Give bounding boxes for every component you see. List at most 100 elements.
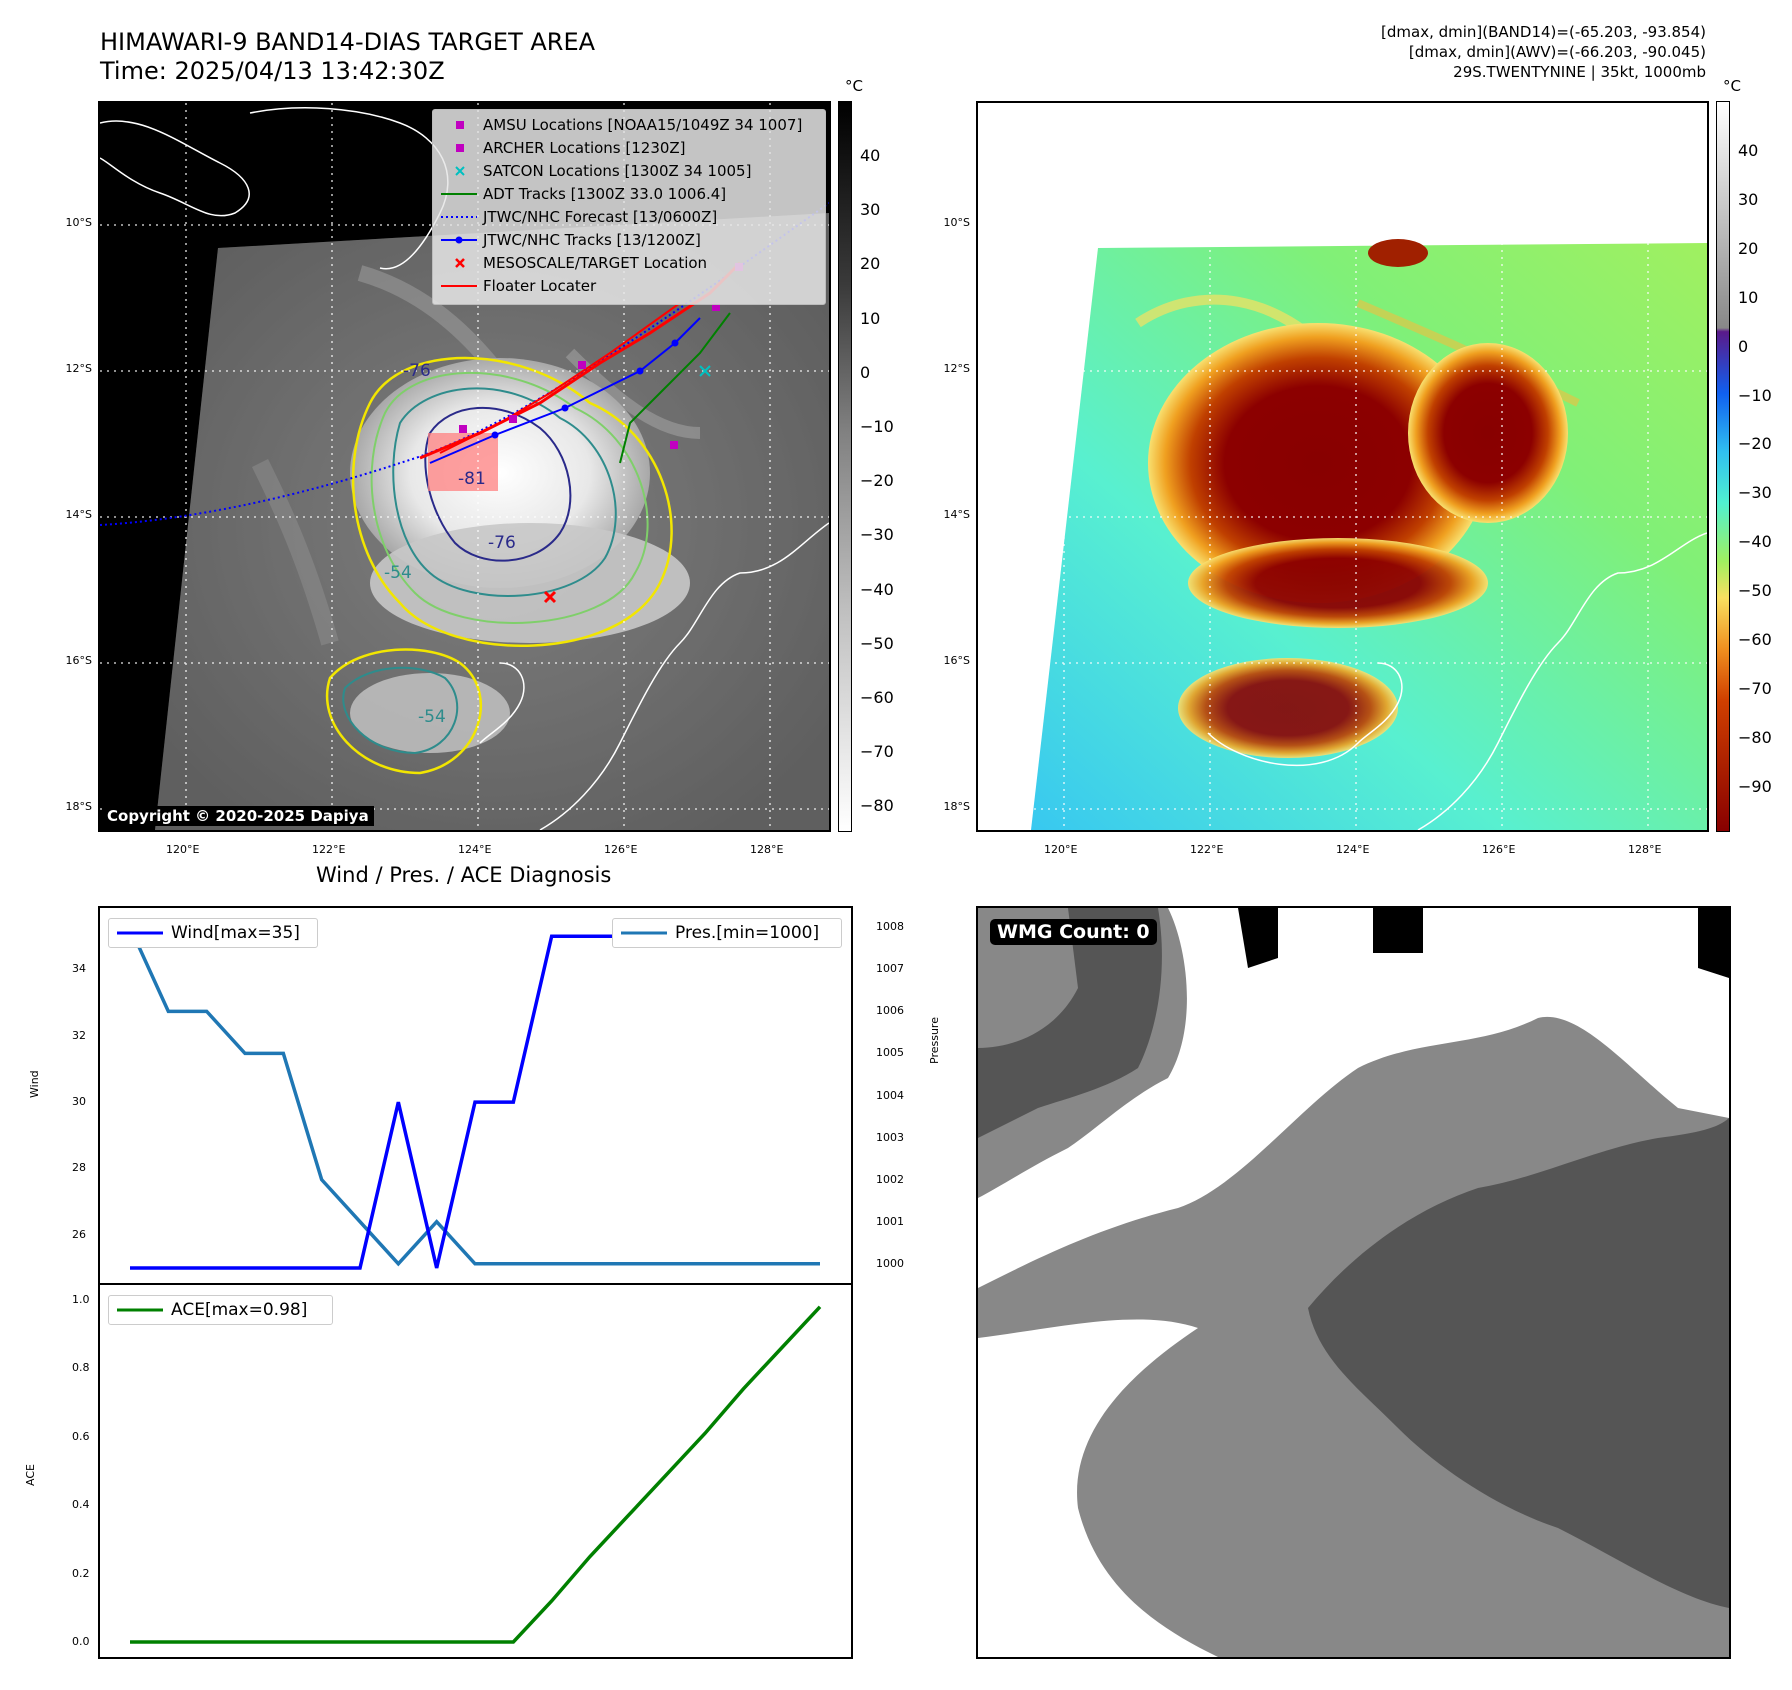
map-legend: AMSU Locations [NOAA15/1049Z 34 1007] AR…	[432, 109, 826, 305]
lon-label-122e-r: 122°E	[1190, 843, 1224, 856]
lat-label-10s: 10°S	[65, 216, 92, 229]
legend-wind: Wind[max=35]	[108, 918, 318, 948]
colorbar_left-tick: −60	[860, 688, 894, 707]
pres-tick: 1000	[876, 1256, 904, 1270]
colorbar_right-tick: −10	[1738, 385, 1772, 405]
colorbar_left-tick: 40	[860, 146, 881, 165]
legend-jtwc-tracks: JTWC/NHC Tracks [13/1200Z]	[433, 229, 825, 251]
awv-map	[976, 101, 1709, 832]
legend-adt: ADT Tracks [1300Z 33.0 1006.4]	[441, 185, 727, 203]
colorbar_left-tick: −70	[860, 742, 894, 762]
ace-tick: 0.0	[72, 1635, 90, 1648]
contour-label-5: -54	[418, 707, 446, 727]
legend-satcon: SATCON Locations [1300Z 34 1005]	[433, 160, 825, 182]
wind-ylabel: Wind	[28, 1070, 41, 1098]
diagnosis-title: Wind / Pres. / ACE Diagnosis	[316, 863, 612, 887]
pres-tick: 1004	[876, 1088, 904, 1102]
ace-tick: 0.6	[72, 1429, 90, 1443]
awv-range: [dmax, dmin](AWV)=(-66.203, -90.045)	[1408, 43, 1706, 61]
lon-label-124e: 124°E	[458, 843, 492, 856]
ace-tick: 0.2	[72, 1566, 90, 1580]
wind-line	[130, 934, 820, 1270]
ir-map-image	[100, 103, 829, 830]
ace-tick: 1.0	[72, 1293, 90, 1306]
colorbar_right-tick: 40	[1738, 141, 1759, 160]
colorbar-left-unit: °C	[845, 77, 863, 95]
colorbar_right-tick: −70	[1738, 678, 1772, 698]
ir-map: -76 -81 -76 -54 -54 AMSU Locations [NOAA…	[98, 101, 831, 832]
lat-label-18s-r: 18°S	[943, 800, 970, 813]
colorbar_right-tick: −30	[1738, 483, 1772, 503]
wmg-image	[978, 908, 1729, 1657]
lat-label-12s-r: 12°S	[943, 362, 970, 375]
lon-label-120e-r: 120°E	[1044, 843, 1078, 856]
colorbar-right	[1716, 101, 1730, 832]
legend-floater: Floater Locater	[441, 277, 597, 295]
colorbar_left-tick: −10	[860, 417, 894, 436]
pres-ylabel: Pressure	[928, 1017, 941, 1064]
pres-tick: 1007	[876, 962, 904, 976]
legend-pres: Pres.[min=1000]	[612, 918, 842, 948]
colorbar_right-tick: −40	[1738, 532, 1772, 552]
wmg-count-label: WMG Count: 0	[990, 919, 1157, 945]
wind-tick: 26	[72, 1227, 86, 1241]
colorbar_left-tick: 10	[860, 308, 881, 328]
lon-label-120e: 120°E	[166, 843, 200, 856]
colorbar_left-tick: 20	[860, 254, 881, 274]
colorbar_right-tick: −90	[1738, 776, 1772, 796]
lon-label-128e: 128°E	[750, 843, 784, 856]
lat-label-12s: 12°S	[65, 362, 92, 375]
copyright-label: Copyright © 2020-2025 Dapiya	[102, 806, 374, 826]
legend-archer: ARCHER Locations [1230Z]	[433, 137, 825, 159]
wind-pres-plot: Wind[max=35] Pres.[min=1000]	[98, 906, 853, 1285]
pressure-line	[128, 926, 820, 1267]
colorbar_right-tick: −80	[1738, 727, 1772, 747]
colorbar_right-tick: 0	[1738, 336, 1749, 356]
lat-label-16s-r: 16°S	[943, 654, 970, 667]
wind-tick: 32	[72, 1028, 86, 1042]
chart-time: Time: 2025/04/13 13:42:30Z	[100, 57, 445, 85]
legend-jtwc-forecast: JTWC/NHC Forecast [13/0600Z]	[441, 208, 718, 226]
lon-label-124e-r: 124°E	[1336, 843, 1370, 856]
wind-tick: 30	[72, 1095, 86, 1109]
lat-label-10s-r: 10°S	[943, 216, 970, 229]
lat-label-14s: 14°S	[65, 508, 92, 521]
contour-label-3: -76	[488, 533, 516, 553]
legend-amsu: AMSU Locations [NOAA15/1049Z 34 1007]	[433, 114, 825, 136]
colorbar_right-tick: −60	[1738, 630, 1772, 649]
colorbar_left-tick: −50	[860, 633, 894, 653]
lat-label-14s-r: 14°S	[943, 508, 970, 521]
colorbar_left-tick: 0	[860, 362, 871, 382]
ace-line	[130, 1305, 822, 1644]
colorbar_left-tick: −30	[860, 525, 894, 545]
colorbar_left-tick: −20	[860, 471, 894, 491]
wmg-panel: WMG Count: 0	[976, 906, 1731, 1659]
target-area-box	[428, 433, 498, 491]
wind-tick: 34	[72, 962, 86, 976]
lon-label-126e: 126°E	[604, 843, 638, 856]
contour-label-1: -76	[403, 361, 431, 381]
colorbar-left	[838, 101, 852, 832]
lon-label-126e-r: 126°E	[1482, 843, 1516, 856]
colorbar_right-tick: −20	[1738, 434, 1772, 454]
contour-label-2: -81	[458, 469, 486, 489]
pres-tick: 1001	[876, 1214, 904, 1228]
colorbar-right-unit: °C	[1723, 77, 1741, 95]
awv-map-image	[978, 103, 1707, 830]
chart-title: HIMAWARI-9 BAND14-DIAS TARGET AREA	[100, 28, 596, 56]
ace-svg	[130, 1305, 822, 1644]
lat-label-16s: 16°S	[65, 654, 92, 667]
colorbar_right-tick: 20	[1738, 238, 1759, 258]
colorbar_right-tick: 10	[1738, 287, 1759, 307]
colorbar_left-tick: 30	[860, 200, 881, 220]
lon-label-128e-r: 128°E	[1628, 843, 1662, 856]
ace-tick: 0.8	[72, 1361, 90, 1375]
pres-tick: 1008	[876, 920, 904, 934]
wind-pres-svg	[128, 926, 820, 1270]
ace-plot: ACE[max=0.98]	[98, 1283, 853, 1659]
contour-label-4: -54	[384, 563, 412, 583]
pres-tick: 1002	[876, 1172, 904, 1186]
colorbar_left-tick: −40	[860, 579, 894, 599]
pres-tick: 1005	[876, 1046, 904, 1060]
colorbar_left-tick: −80	[860, 796, 894, 816]
